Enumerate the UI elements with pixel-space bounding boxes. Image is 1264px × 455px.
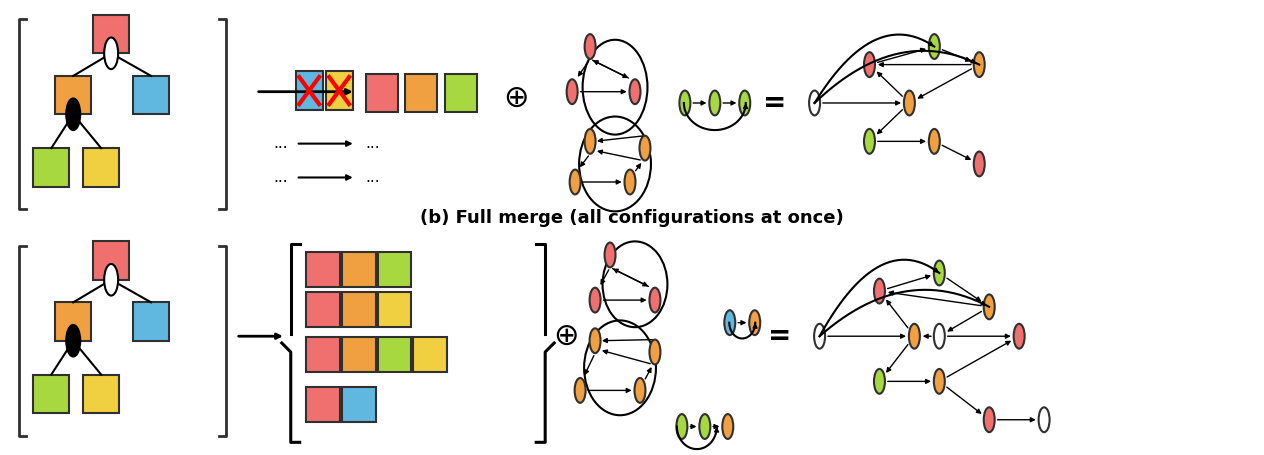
Circle shape [629, 79, 641, 104]
Circle shape [873, 369, 885, 394]
Circle shape [566, 79, 578, 104]
Circle shape [650, 288, 660, 313]
Circle shape [722, 414, 733, 439]
FancyBboxPatch shape [413, 337, 447, 372]
Circle shape [635, 378, 646, 403]
FancyBboxPatch shape [378, 292, 412, 327]
Circle shape [814, 324, 825, 349]
Circle shape [750, 310, 760, 335]
FancyBboxPatch shape [33, 148, 70, 187]
FancyBboxPatch shape [306, 387, 340, 422]
FancyBboxPatch shape [94, 242, 129, 280]
Circle shape [640, 136, 651, 161]
Circle shape [66, 325, 80, 357]
Circle shape [934, 369, 944, 394]
Circle shape [624, 170, 636, 194]
FancyBboxPatch shape [341, 337, 375, 372]
FancyBboxPatch shape [326, 71, 353, 110]
Circle shape [104, 37, 118, 69]
Circle shape [973, 152, 985, 177]
Circle shape [724, 310, 736, 335]
FancyBboxPatch shape [94, 15, 129, 53]
Circle shape [1014, 324, 1025, 349]
Circle shape [650, 339, 660, 364]
Circle shape [589, 329, 600, 353]
FancyBboxPatch shape [296, 71, 322, 110]
FancyBboxPatch shape [56, 303, 91, 341]
Text: =: = [769, 322, 791, 350]
Circle shape [739, 91, 751, 116]
Circle shape [709, 91, 720, 116]
Text: ...: ... [273, 170, 288, 185]
FancyBboxPatch shape [83, 374, 119, 413]
FancyBboxPatch shape [341, 252, 375, 287]
FancyBboxPatch shape [306, 337, 340, 372]
Circle shape [676, 414, 688, 439]
FancyBboxPatch shape [306, 292, 340, 327]
Text: ...: ... [273, 136, 288, 151]
Circle shape [699, 414, 710, 439]
Circle shape [983, 294, 995, 319]
Circle shape [909, 324, 920, 349]
Circle shape [66, 98, 80, 130]
FancyBboxPatch shape [83, 148, 119, 187]
Circle shape [973, 52, 985, 77]
Text: =: = [763, 89, 786, 117]
FancyBboxPatch shape [56, 76, 91, 114]
Circle shape [679, 91, 690, 116]
FancyBboxPatch shape [406, 74, 437, 112]
FancyBboxPatch shape [133, 76, 169, 114]
Circle shape [1039, 407, 1049, 432]
FancyBboxPatch shape [33, 374, 70, 413]
Text: ...: ... [365, 170, 380, 185]
Circle shape [104, 264, 118, 296]
Circle shape [589, 288, 600, 313]
Circle shape [904, 91, 915, 116]
FancyBboxPatch shape [378, 337, 412, 372]
FancyBboxPatch shape [341, 292, 375, 327]
Circle shape [934, 261, 944, 285]
FancyBboxPatch shape [133, 303, 169, 341]
Circle shape [865, 52, 875, 77]
FancyBboxPatch shape [378, 252, 412, 287]
Circle shape [570, 170, 580, 194]
Circle shape [585, 129, 595, 154]
FancyBboxPatch shape [341, 387, 375, 422]
Text: $\oplus$: $\oplus$ [503, 84, 527, 113]
FancyBboxPatch shape [306, 252, 340, 287]
Circle shape [983, 407, 995, 432]
Circle shape [934, 324, 944, 349]
Circle shape [809, 91, 820, 116]
Circle shape [873, 278, 885, 303]
Text: $\oplus$: $\oplus$ [552, 322, 578, 351]
Text: ...: ... [365, 136, 380, 151]
Circle shape [585, 34, 595, 59]
FancyBboxPatch shape [445, 74, 478, 112]
Circle shape [865, 129, 875, 154]
Text: (b) Full merge (all configurations at once): (b) Full merge (all configurations at on… [420, 209, 844, 228]
Circle shape [575, 378, 585, 403]
Circle shape [929, 129, 940, 154]
Circle shape [929, 34, 940, 59]
FancyBboxPatch shape [365, 74, 397, 112]
Circle shape [604, 243, 616, 268]
